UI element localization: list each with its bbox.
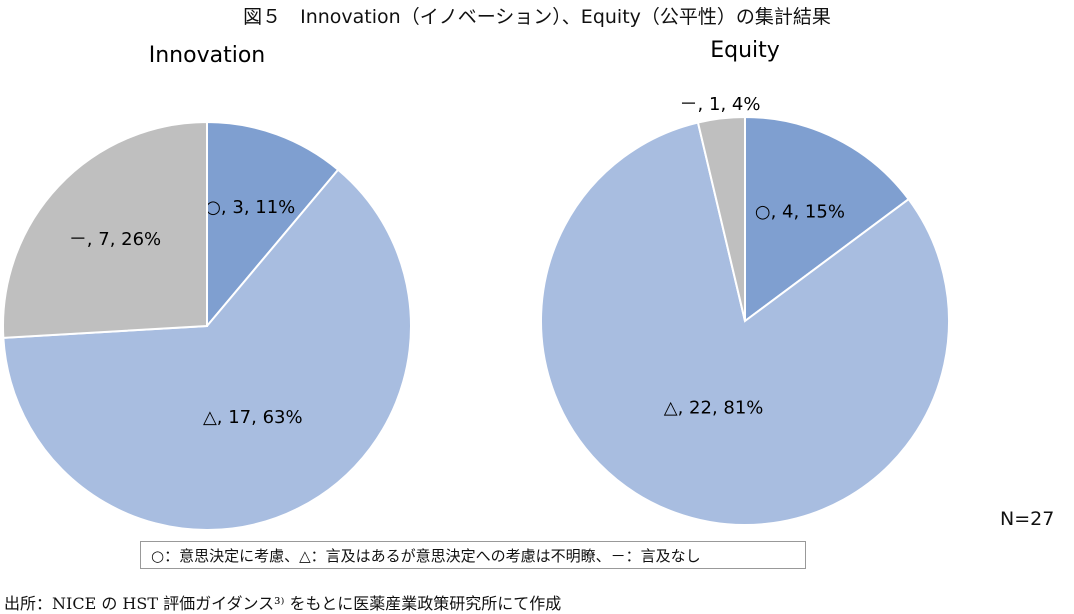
pie-title: Innovation [149, 43, 265, 68]
pie-slice [540, 121, 950, 526]
pie-slice [2, 120, 208, 339]
sample-size: N=27 [1000, 508, 1055, 530]
pie-slice [696, 115, 746, 322]
source-note: 出所：NICE の HST 評価ガイダンス³⁾ をもとに医薬産業政策研究所にて作… [4, 594, 562, 613]
data-label: △, 22, 81% [664, 397, 764, 418]
legend: ○：意思決定に考慮、△：言及はあるが意思決定への考慮は不明瞭、－：言及なし [140, 541, 806, 569]
figure-title: 図５ Innovation（イノベーション）、Equity（公平性）の集計結果 [243, 6, 831, 28]
data-label: －, 1, 4% [680, 94, 761, 115]
data-label: －, 7, 26% [69, 229, 161, 250]
pie-title: Equity [710, 38, 780, 63]
data-label: ○, 4, 15% [755, 202, 845, 223]
pie-slice [206, 120, 340, 329]
pie-slice [2, 168, 412, 531]
pie-slice [744, 115, 911, 323]
data-label: △, 17, 63% [203, 407, 303, 428]
data-label: ○, 3, 11% [205, 197, 295, 218]
